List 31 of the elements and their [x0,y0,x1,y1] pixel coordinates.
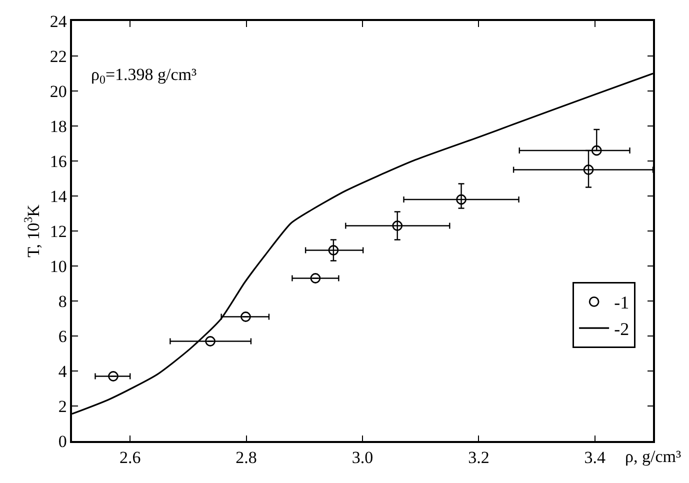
y-tick-label: 20 [50,82,67,101]
point [328,245,339,256]
y-tick-label: 24 [50,12,68,31]
y-tick-label: 12 [50,222,67,241]
y-tick-label: 22 [50,46,67,66]
x-tick-label: 3.2 [468,448,490,468]
point [240,312,251,322]
annotation: ρ$_{0}$=1.398 g/cm³ [91,65,197,87]
point [583,164,594,175]
x-tick-label: 2.8 [236,448,257,468]
y-tick-label: 10 [50,256,67,276]
y-tick-label: 0 [58,432,67,451]
y-tick-label: 14 [50,186,68,206]
point [591,145,602,156]
y-tick-label: 6 [58,326,67,346]
y-tick-label: 4 [58,362,68,381]
x-axis-title: ρ, g/cm³ [625,447,682,466]
x-tick-label: 3.4 [584,448,606,468]
point [205,336,216,346]
y-tick-label: 18 [50,116,67,136]
legend-label: -2 [614,319,630,340]
legend-label: -1 [614,292,630,313]
point [310,273,321,284]
point [108,371,118,382]
y-tick-label: 8 [58,292,67,311]
y-tick-label: 2 [58,396,67,416]
point [456,194,466,205]
x-tick-label: 2.6 [119,448,141,468]
y-tick-label: 16 [50,152,67,171]
point [392,220,403,231]
x-tick-label: 3.0 [352,448,374,468]
